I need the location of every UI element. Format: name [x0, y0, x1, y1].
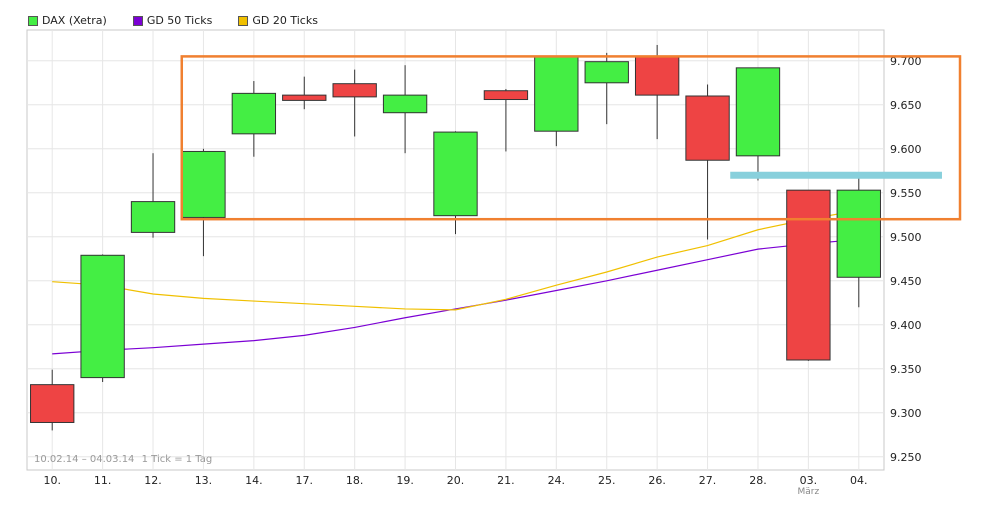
- legend-swatch-gd50: [132, 15, 143, 26]
- candle-body: [685, 95, 730, 161]
- candle-body: [786, 189, 831, 361]
- candle-body: [735, 67, 781, 157]
- candle-body: [483, 90, 529, 101]
- x-tick-label: 25.: [598, 474, 616, 487]
- gd50-line: [52, 238, 859, 355]
- y-tick-label: 9.500: [890, 231, 922, 244]
- y-tick-label: 9.300: [890, 407, 922, 420]
- x-tick-label: 20.: [447, 474, 465, 487]
- annotation-box: [180, 55, 962, 221]
- y-tick-label: 9.400: [890, 319, 922, 332]
- footer-tick-info: 1 Tick = 1 Tag: [141, 454, 213, 465]
- x-tick-label: 27.: [699, 474, 717, 487]
- x-tick-label: 11.: [94, 474, 112, 487]
- candle-body: [534, 55, 579, 132]
- candle-body: [231, 92, 277, 135]
- x-tick-label: 03.: [800, 474, 818, 487]
- legend-label-gd50: GD 50 Ticks: [146, 14, 213, 27]
- x-tick-label: 24.: [548, 474, 566, 487]
- x-tick-label: 17.: [296, 474, 314, 487]
- legend-item-gd20: GD 20 Ticks: [238, 14, 318, 27]
- x-tick-label: 13.: [195, 474, 213, 487]
- y-tick-label: 9.250: [890, 451, 922, 464]
- x-tick-label: 04.: [850, 474, 868, 487]
- legend-item-dax: DAX (Xetra): [28, 14, 107, 27]
- y-tick-label: 9.600: [890, 143, 922, 156]
- y-tick-label: 9.450: [890, 275, 922, 288]
- candle-body: [282, 94, 327, 101]
- footer-range: 10.02.14 – 04.03.14: [34, 454, 135, 465]
- candle-body: [382, 94, 428, 114]
- month-label: März: [798, 487, 820, 497]
- x-tick-label: 21.: [497, 474, 515, 487]
- y-tick-label: 9.650: [890, 99, 922, 112]
- y-tick-label: 9.350: [890, 363, 922, 376]
- legend-swatch-dax: [28, 15, 38, 26]
- legend: DAX (Xetra) GD 50 Ticks GD 20 Ticks: [28, 14, 318, 27]
- candle-body: [634, 55, 680, 96]
- candle-body: [433, 131, 478, 217]
- candle-body: [332, 83, 377, 98]
- candle-body: [836, 189, 881, 278]
- x-tick-label: 28.: [749, 474, 767, 487]
- x-tick-label: 14.: [245, 474, 263, 487]
- x-tick-label: 10.: [43, 474, 61, 487]
- candle-body: [130, 201, 176, 233]
- legend-item-gd50: GD 50 Ticks: [132, 14, 213, 27]
- gd20-line: [52, 209, 859, 311]
- x-tick-label: 12.: [144, 474, 162, 487]
- candle-body: [181, 150, 226, 218]
- x-tick-label: 19.: [396, 474, 414, 487]
- legend-label-gd20: GD 20 Ticks: [252, 14, 318, 27]
- footer-note: 10.02.14 – 04.03.14 1 Tick = 1 Tag: [34, 454, 212, 465]
- x-tick-label: 26.: [648, 474, 666, 487]
- y-tick-label: 9.550: [890, 187, 922, 200]
- candle-body: [30, 384, 75, 423]
- candle-body: [584, 61, 629, 84]
- candle-body: [80, 254, 125, 379]
- legend-label-dax: DAX (Xetra): [42, 14, 107, 27]
- legend-swatch-gd20: [238, 15, 249, 26]
- x-tick-label: 18.: [346, 474, 364, 487]
- y-tick-label: 9.700: [890, 55, 922, 68]
